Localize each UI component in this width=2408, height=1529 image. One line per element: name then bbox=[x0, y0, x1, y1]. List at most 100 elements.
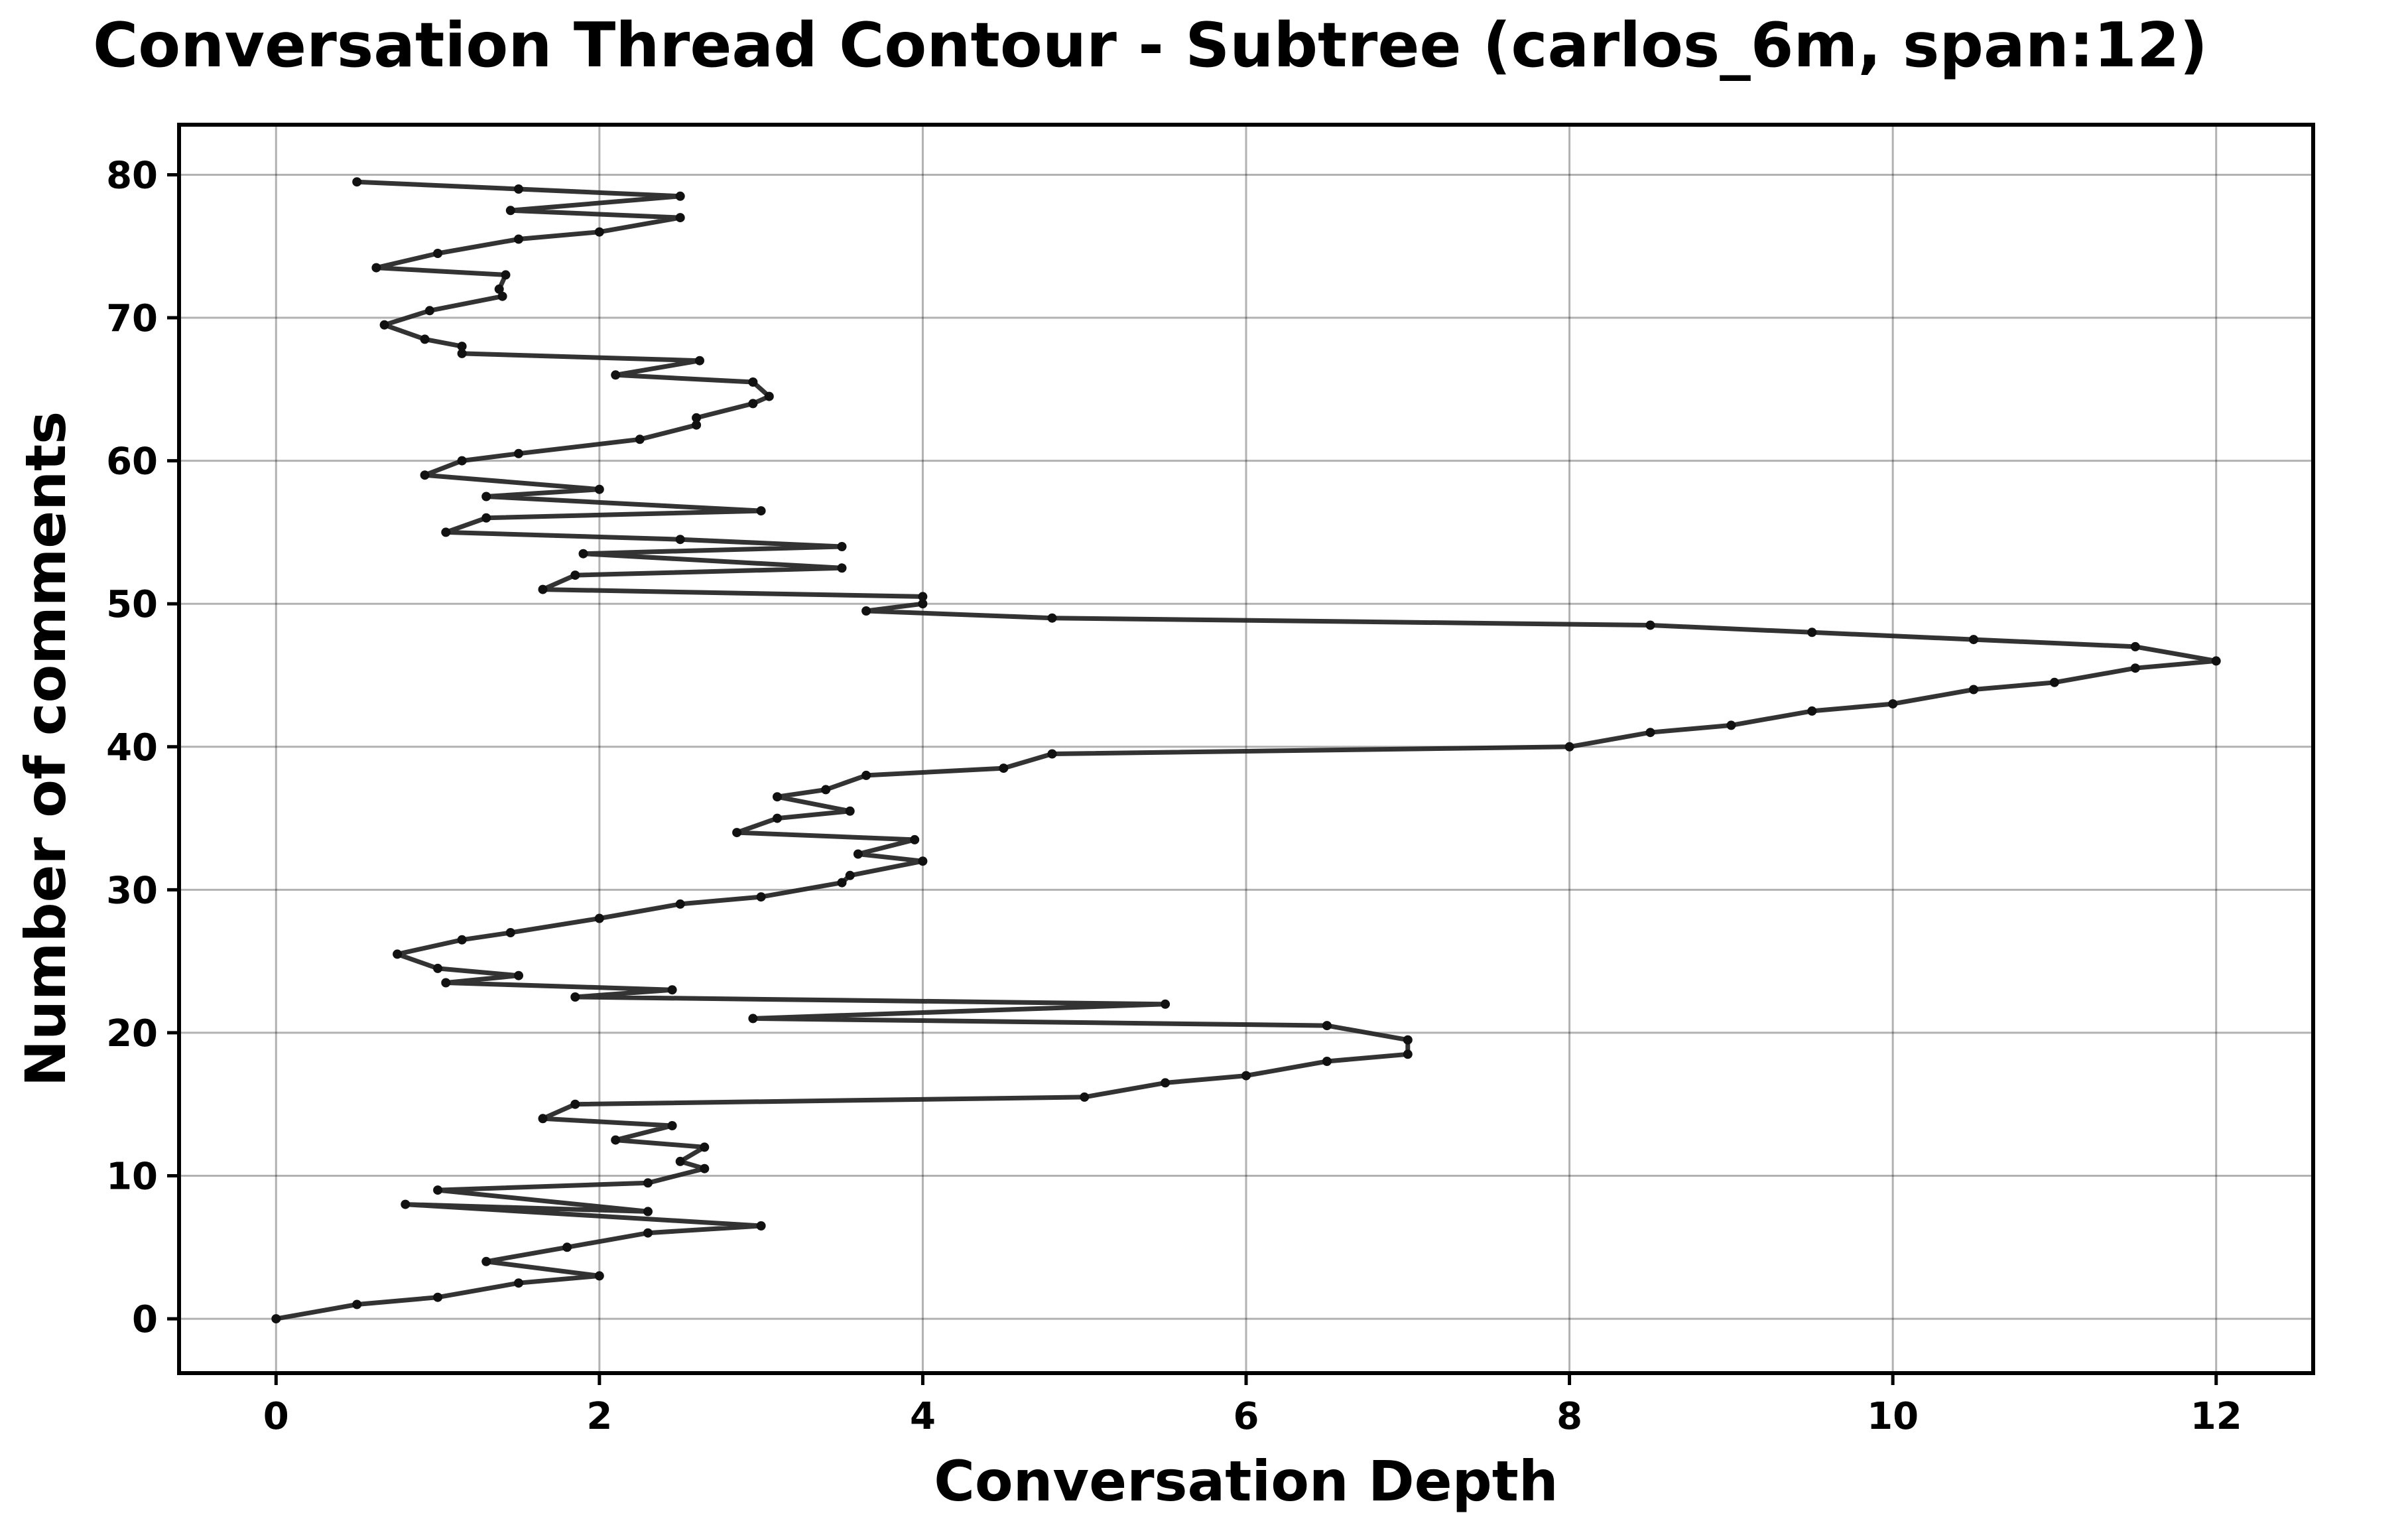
data-point bbox=[675, 1156, 685, 1166]
x-tick-label: 2 bbox=[586, 1395, 612, 1438]
data-point bbox=[433, 1185, 443, 1195]
data-point bbox=[594, 913, 604, 923]
data-point bbox=[594, 1271, 604, 1281]
data-point bbox=[352, 1299, 362, 1309]
data-point bbox=[773, 813, 782, 823]
data-point bbox=[2130, 641, 2140, 651]
data-point bbox=[1969, 635, 1978, 645]
data-point bbox=[643, 1178, 653, 1188]
data-point bbox=[1726, 720, 1736, 730]
y-tick-label: 0 bbox=[132, 1298, 158, 1341]
data-point bbox=[570, 1099, 580, 1109]
data-point bbox=[1080, 1092, 1090, 1102]
data-point bbox=[1241, 1071, 1251, 1081]
data-point bbox=[570, 570, 580, 580]
data-point bbox=[538, 584, 548, 594]
data-point bbox=[481, 492, 491, 501]
data-point bbox=[420, 334, 430, 344]
data-point bbox=[675, 535, 685, 545]
data-point bbox=[1645, 728, 1655, 738]
data-point bbox=[494, 284, 504, 294]
y-axis-label: Number of comments bbox=[13, 411, 78, 1087]
x-tick-label: 12 bbox=[2190, 1395, 2242, 1438]
data-point bbox=[2049, 677, 2059, 687]
data-point bbox=[700, 1163, 710, 1173]
data-point bbox=[514, 184, 523, 194]
data-point bbox=[457, 342, 467, 352]
data-point bbox=[675, 191, 685, 201]
x-tick-label: 6 bbox=[1234, 1395, 1259, 1438]
data-point bbox=[538, 1114, 548, 1124]
data-point bbox=[910, 834, 920, 844]
axis-ticks: 0 2 4 6 8 10 12 0 10 20 30 40 50 60 70 80 bbox=[106, 154, 2242, 1438]
data-point bbox=[497, 291, 507, 301]
data-point bbox=[1322, 1021, 1332, 1031]
data-point bbox=[457, 935, 467, 945]
data-point bbox=[773, 792, 782, 802]
data-point bbox=[918, 856, 928, 866]
chart-title: Conversation Thread Contour - Subtree (c… bbox=[93, 9, 2208, 81]
y-tick-label: 30 bbox=[106, 869, 158, 912]
data-point bbox=[514, 448, 523, 458]
data-point bbox=[481, 1256, 491, 1266]
data-point bbox=[1645, 620, 1655, 630]
data-point bbox=[837, 878, 847, 888]
data-point bbox=[514, 1278, 523, 1288]
y-tick-label: 50 bbox=[106, 583, 158, 626]
data-point bbox=[433, 963, 443, 973]
data-point bbox=[1969, 685, 1978, 695]
data-point bbox=[570, 992, 580, 1002]
data-point bbox=[424, 306, 434, 316]
data-point bbox=[853, 849, 863, 859]
data-point bbox=[401, 1199, 411, 1209]
data-point bbox=[748, 377, 758, 387]
data-point bbox=[1161, 1078, 1171, 1088]
data-point bbox=[695, 356, 704, 366]
data-point bbox=[1807, 628, 1817, 637]
data-point bbox=[505, 206, 515, 216]
y-tick-label: 40 bbox=[106, 726, 158, 769]
data-point bbox=[667, 1121, 677, 1130]
data-point bbox=[433, 1292, 443, 1302]
data-point bbox=[692, 413, 702, 423]
data-point bbox=[918, 599, 928, 609]
data-point bbox=[594, 227, 604, 237]
data-point bbox=[594, 484, 604, 494]
data-point bbox=[756, 1221, 766, 1230]
x-tick-label: 4 bbox=[910, 1395, 936, 1438]
data-point bbox=[1322, 1057, 1332, 1066]
data-point bbox=[1564, 742, 1574, 752]
data-point bbox=[441, 978, 451, 988]
data-point bbox=[578, 549, 588, 559]
data-point bbox=[821, 785, 831, 795]
data-point bbox=[756, 892, 766, 902]
data-point bbox=[457, 348, 467, 358]
data-point bbox=[514, 234, 523, 244]
data-point bbox=[611, 370, 621, 380]
data-point bbox=[1161, 999, 1171, 1009]
y-tick-label: 60 bbox=[106, 440, 158, 484]
data-point bbox=[675, 213, 685, 223]
data-point bbox=[861, 606, 871, 616]
data-point bbox=[379, 320, 389, 330]
series-layer bbox=[271, 177, 2221, 1324]
data-point bbox=[643, 1228, 653, 1238]
data-point bbox=[764, 391, 774, 401]
data-point bbox=[433, 249, 443, 258]
data-point bbox=[845, 870, 855, 880]
data-point bbox=[1888, 699, 1898, 709]
x-tick-label: 0 bbox=[263, 1395, 289, 1438]
data-point bbox=[393, 949, 403, 959]
data-point bbox=[845, 806, 855, 816]
data-point bbox=[352, 177, 362, 187]
y-tick-label: 10 bbox=[106, 1156, 158, 1199]
data-point bbox=[371, 263, 381, 273]
data-point bbox=[635, 434, 645, 444]
data-point bbox=[748, 1014, 758, 1024]
data-point bbox=[2211, 656, 2221, 666]
data-point bbox=[1047, 613, 1057, 623]
data-point bbox=[481, 513, 491, 523]
x-tick-label: 10 bbox=[1867, 1395, 1919, 1438]
y-tick-label: 20 bbox=[106, 1012, 158, 1055]
data-point bbox=[501, 270, 511, 280]
